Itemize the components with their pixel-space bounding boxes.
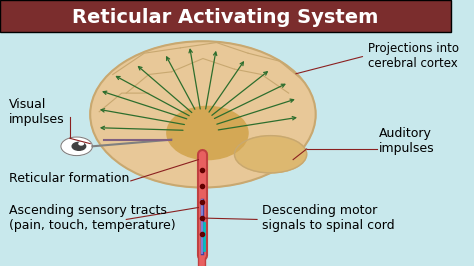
- Circle shape: [61, 137, 92, 156]
- Circle shape: [79, 142, 83, 145]
- Text: Projections into
cerebral cortex: Projections into cerebral cortex: [367, 42, 458, 70]
- Text: Auditory
impulses: Auditory impulses: [379, 127, 435, 155]
- Text: Visual
impulses: Visual impulses: [9, 98, 64, 126]
- Text: Ascending sensory tracts
(pain, touch, temperature): Ascending sensory tracts (pain, touch, t…: [9, 204, 176, 232]
- Ellipse shape: [235, 136, 307, 173]
- Text: Reticular Activating System: Reticular Activating System: [73, 8, 379, 27]
- Ellipse shape: [90, 41, 316, 188]
- FancyBboxPatch shape: [0, 0, 451, 32]
- Text: Reticular formation: Reticular formation: [9, 172, 129, 185]
- Text: Descending motor
signals to spinal cord: Descending motor signals to spinal cord: [262, 204, 394, 232]
- Circle shape: [72, 142, 86, 150]
- Ellipse shape: [167, 106, 248, 160]
